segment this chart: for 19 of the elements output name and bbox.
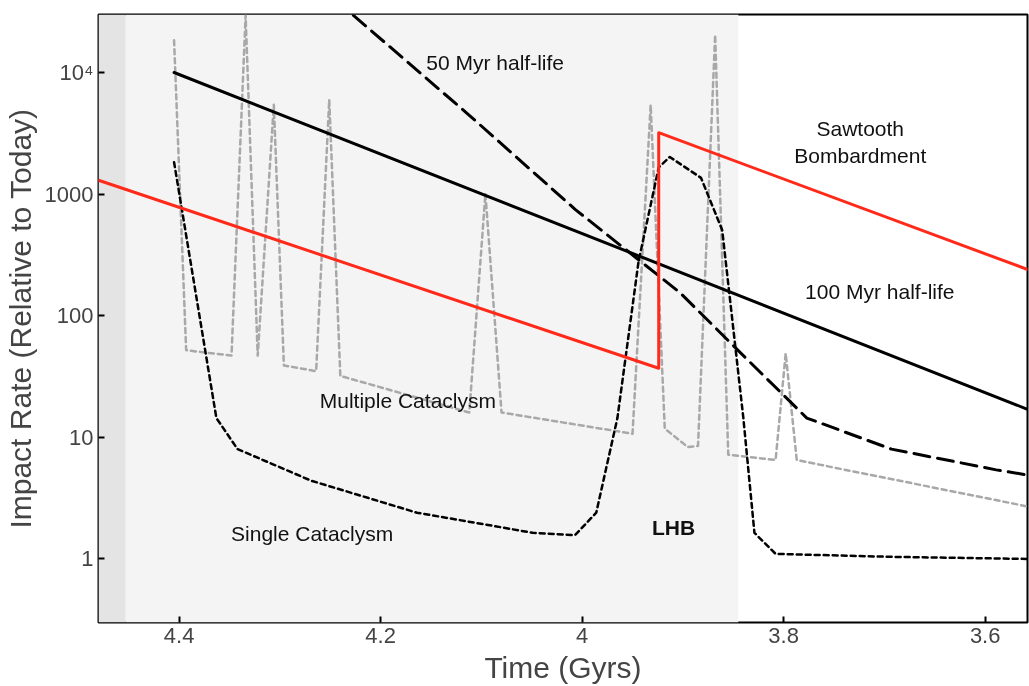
line-series [172, 14, 1028, 508]
annotation: Sawtooth Bombardment [794, 116, 927, 168]
y-tick-label: 1000 [44, 181, 94, 207]
annotation: 50 Myr half-life [426, 51, 565, 75]
y-tick-label: 10⁴ [59, 60, 94, 86]
annotation: 100 Myr half-life [805, 280, 955, 304]
x-tick-label: 3.8 [768, 622, 799, 648]
y-tick-label: 10 [69, 424, 94, 450]
x-tick-label: 4.4 [163, 622, 195, 648]
x-tick-label: 4 [576, 622, 589, 648]
y-axis-title: Impact Rate (Relative to Today) [3, 108, 37, 529]
annotation: Multiple Cataclysm [319, 389, 496, 413]
y-tick-label: 100 [56, 303, 94, 329]
x-tick-label: 3.6 [969, 622, 1001, 648]
annotation: Single Cataclysm [231, 522, 394, 546]
y-tick-label: 1 [81, 546, 94, 572]
x-tick-label: 4.2 [365, 622, 396, 648]
annotation: LHB [651, 516, 696, 540]
x-axis-title: Time (Gyrs) [484, 650, 642, 684]
